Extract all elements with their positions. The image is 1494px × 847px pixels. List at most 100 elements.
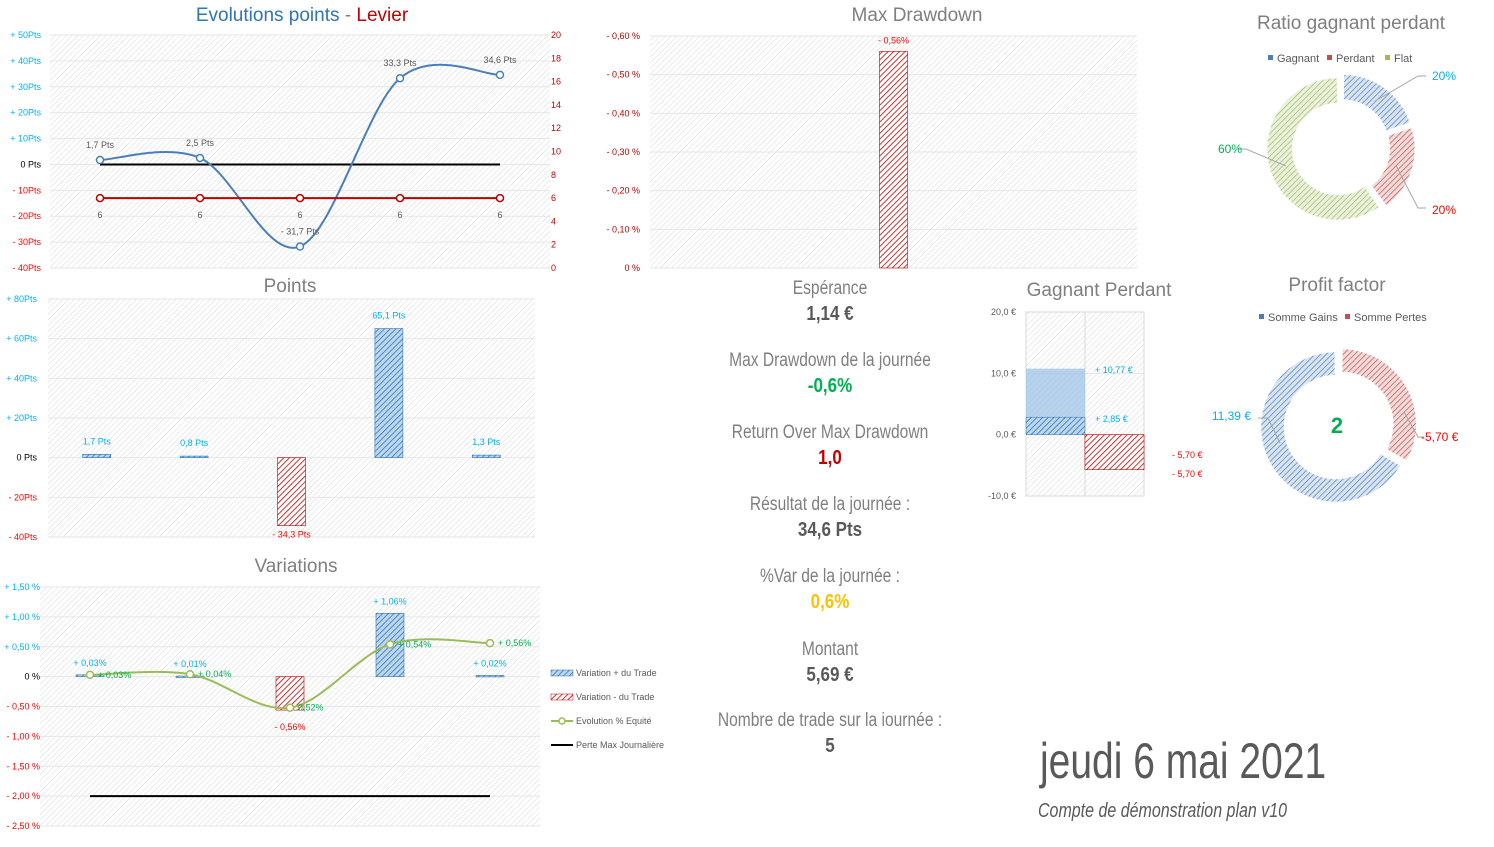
legend-marker [558, 717, 566, 725]
bar [475, 675, 505, 678]
y-tick-label: - 2,50 % [6, 821, 40, 831]
slice-label: 60% [1218, 142, 1242, 156]
data-label: - 34,3 Pts [272, 530, 311, 540]
chart-title: Variations [254, 556, 337, 577]
bar-label: + 0,02% [473, 658, 506, 668]
legend-label: Variation - du Trade [576, 692, 654, 702]
legend-swatch [1259, 314, 1264, 319]
data-label: 1,3 Pts [472, 437, 501, 447]
slice-label: 11,39 € [1212, 409, 1251, 423]
y-tick-label: - 0,60 % [606, 31, 640, 41]
bar-label: + 1,06% [373, 596, 406, 606]
title-part1: Evolutions points [196, 5, 340, 26]
leader-line [1403, 411, 1424, 438]
stat-label: Return Over Max Drawdown [731, 422, 929, 443]
legend-swatch [1385, 55, 1390, 60]
stat-label: Résultat de la journée : [749, 494, 911, 515]
y-tick-label: - 0,10 % [606, 224, 640, 234]
chart-title: Ratio gagnant perdant [1257, 13, 1446, 34]
y-right-tick-label: 12 [551, 123, 561, 133]
slice-label: -5,70 € [1421, 430, 1459, 444]
stat-label: Nombre de trade sur la iournée : [717, 710, 943, 731]
legend-label: Somme Gains [1268, 312, 1338, 324]
legend-swatch [1327, 55, 1332, 60]
bar-label: + 0,01% [173, 659, 206, 669]
legend-label: Perdant [1336, 53, 1375, 65]
legend-label: Flat [1394, 53, 1412, 65]
stat-value: 1,0 [818, 447, 842, 469]
title-part2: Levier [356, 5, 408, 26]
data-label: 6 [297, 210, 302, 220]
slice-label: 20% [1432, 203, 1456, 217]
data-label: - 0,56% [878, 35, 909, 45]
data-point [185, 669, 195, 679]
y-tick-label: -10,0 € [988, 491, 1016, 501]
y-right-tick-label: 20 [551, 30, 561, 40]
line-label: + 0,04% [198, 669, 231, 679]
y-tick-label: + 10Pts [10, 134, 41, 144]
date-heading: jeudi 6 mai 2021 [1040, 733, 1327, 789]
data-point [385, 640, 395, 649]
chart-title: Evolutions points - Levier [196, 5, 409, 26]
data-point [485, 638, 495, 648]
y-tick-label: + 20Pts [6, 413, 37, 423]
ratio-donut-chart: Ratio gagnant perdant 20% 20% 60% Gagnant Per… [1218, 13, 1456, 221]
legend-label: Variation + du Trade [576, 668, 657, 678]
y-tick-label: + 60Pts [6, 334, 37, 344]
y-tick-label: - 0,40 % [606, 108, 640, 118]
y-tick-label: + 80Pts [6, 294, 37, 304]
y-right-tick-label: 6 [551, 193, 556, 203]
legend-label: Perte Max Journalière [576, 740, 664, 750]
y-tick-label: 0 Pts [16, 453, 37, 463]
data-point [295, 193, 305, 203]
line-label: + 0,54% [398, 639, 431, 649]
stat-label: %Var de la journée : [759, 566, 901, 587]
y-tick-label: - 10Pts [12, 185, 41, 195]
stat-return-over-max-drawdown: Return Over Max Drawdown 1,0 [680, 422, 980, 470]
stat-montant: Montant 5,69 € [680, 639, 980, 687]
y-tick-label: 0,0 € [996, 430, 1016, 440]
bar-label: + 10,77 € [1095, 365, 1133, 375]
y-tick-label: + 40Pts [10, 56, 41, 66]
data-point [495, 193, 505, 203]
y-tick-label: - 20Pts [8, 492, 37, 502]
chart-title: Gagnant Perdant [1027, 280, 1172, 301]
data-label: 2,5 Pts [186, 138, 215, 148]
y-tick-label: 0 % [624, 263, 640, 273]
data-point [395, 193, 405, 203]
data-point [295, 242, 305, 251]
y-right-tick-label: 0 [551, 263, 556, 273]
data-point [95, 155, 105, 165]
y-tick-label: - 0,30 % [606, 147, 640, 157]
data-point [95, 193, 105, 203]
line-label: + 0,56% [498, 638, 531, 648]
data-point [395, 73, 405, 83]
donut-slice [1260, 351, 1401, 503]
stat-value: 1,14 € [806, 303, 854, 325]
y-right-tick-label: 4 [551, 216, 556, 226]
y-tick-label: - 1,00 % [6, 731, 40, 741]
y-right-tick-label: 2 [551, 240, 556, 250]
y-tick-label: - 40Pts [8, 532, 37, 542]
stat-value: 5 [825, 735, 835, 757]
data-label: 65,1 Pts [372, 311, 406, 321]
stat-label: Montant [801, 639, 859, 660]
y-tick-label: + 40Pts [6, 373, 37, 383]
stat-value: 0,6% [810, 591, 850, 613]
stat-value: 34,6 Pts [797, 519, 863, 541]
stat-nombre-trades: Nombre de trade sur la iournée : 5 [680, 710, 980, 758]
bar-label: + 0,03% [73, 658, 106, 668]
y-right-tick-label: 10 [551, 147, 561, 157]
donut-slice [1343, 74, 1411, 131]
gagnant-perdant-chart: Gagnant Perdant 20,0 € 10,0 € 0,0 € -10,0 € +… [988, 280, 1203, 501]
data-label: 1,7 Pts [86, 140, 115, 150]
account-subtitle: Compte de démonstration plan v10 [1038, 800, 1288, 822]
stat-label: Max Drawdown de la journée [729, 350, 931, 371]
y-right-tick-label: 16 [551, 77, 561, 87]
legend-swatch [550, 669, 574, 677]
bar [471, 454, 501, 458]
data-point [495, 70, 505, 80]
title-sep: - [340, 5, 357, 26]
profit-factor-value: 2 [1331, 413, 1343, 438]
